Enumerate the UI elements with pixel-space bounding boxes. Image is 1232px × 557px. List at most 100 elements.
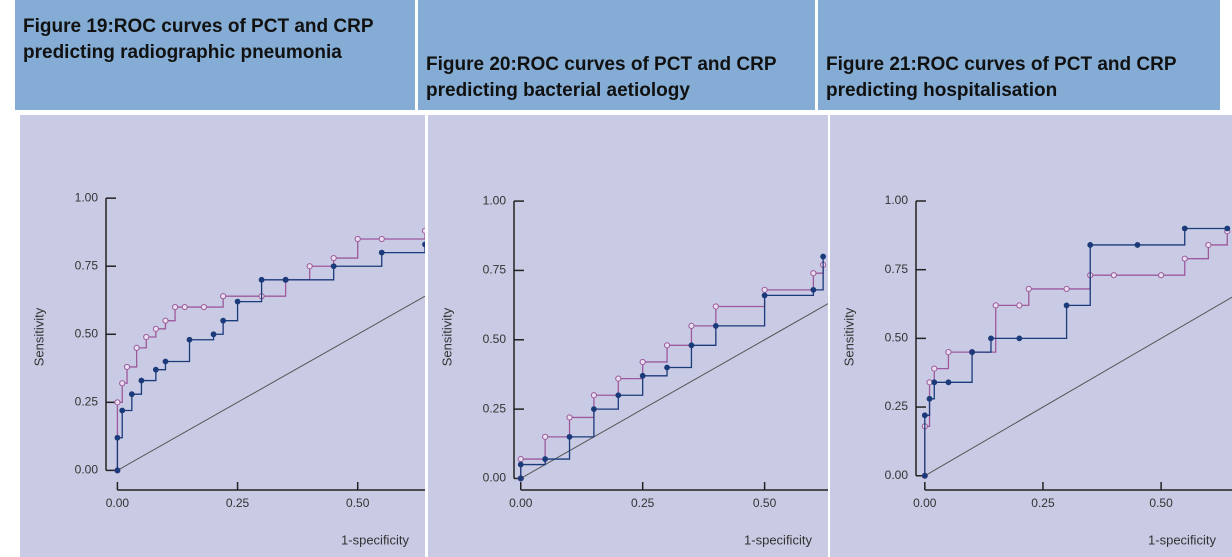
roc-point <box>114 434 121 441</box>
x-tick-label: 0.50 <box>346 496 370 510</box>
x-tick-label: 0.25 <box>226 496 250 510</box>
roc-point <box>926 395 933 402</box>
roc-point <box>128 391 135 398</box>
roc-point <box>421 227 425 234</box>
roc-point <box>688 322 695 330</box>
y-tick-label: 0.50 <box>75 326 99 340</box>
roc-point <box>992 302 999 309</box>
y-axis-label: Sensitivity <box>841 307 856 366</box>
reference-line <box>924 296 1232 477</box>
roc-point <box>1016 335 1023 342</box>
y-tick-label: 0.50 <box>885 331 909 345</box>
x-tick-label: 0.25 <box>1031 496 1055 510</box>
roc-point <box>1063 285 1070 293</box>
roc-point <box>133 344 140 351</box>
plot <box>114 227 425 474</box>
roc-point <box>171 303 179 311</box>
roc-point <box>712 303 719 310</box>
roc-point <box>138 377 145 384</box>
roc-point <box>639 358 646 366</box>
roc-point <box>1110 272 1117 279</box>
roc-point <box>181 303 188 311</box>
header-cell: Figure 20:ROC curves of PCT and CRP pred… <box>418 0 815 110</box>
roc-point <box>186 336 193 343</box>
roc-point <box>422 241 425 248</box>
roc-point <box>1016 302 1023 309</box>
y-tick-label: 1.00 <box>483 193 507 207</box>
roc-point <box>330 254 337 262</box>
roc-point <box>988 335 994 342</box>
y-tick-label: 0.75 <box>483 263 507 277</box>
plot <box>921 225 1232 479</box>
roc-point <box>945 349 952 356</box>
roc-point <box>542 433 549 440</box>
roc-point <box>663 342 671 349</box>
roc-point <box>1025 285 1032 293</box>
roc-point <box>123 363 131 371</box>
figure-title: Figure 21:ROC curves of PCT and CRP pred… <box>826 54 1177 101</box>
header-cell: Figure 21:ROC curves of PCT and CRP pred… <box>818 0 1220 110</box>
roc-point <box>591 406 597 413</box>
x-axis-label: 1-specificity <box>744 532 812 547</box>
roc-point <box>566 433 573 440</box>
x-tick-label: 0.00 <box>509 496 533 510</box>
roc-point <box>210 331 217 338</box>
roc-point <box>639 372 646 379</box>
x-tick-label: 0.25 <box>631 496 655 510</box>
roc-point <box>162 358 169 365</box>
y-tick-label: 0.00 <box>885 468 909 482</box>
roc-point <box>1205 241 1212 249</box>
roc-point <box>542 456 549 462</box>
roc-point <box>566 414 573 421</box>
roc-point <box>234 298 241 305</box>
roc-point <box>945 379 952 386</box>
roc-point <box>1224 225 1231 232</box>
roc-point <box>921 412 928 419</box>
y-axis-label: Sensitivity <box>31 307 46 366</box>
y-tick-label: 1.00 <box>885 193 909 207</box>
roc-point <box>282 276 289 283</box>
roc-point <box>152 366 159 373</box>
roc-point <box>590 392 598 399</box>
y-tick-label: 0.25 <box>885 399 909 413</box>
roc-point <box>931 379 938 386</box>
roc-point <box>143 333 150 341</box>
roc-point <box>921 472 928 479</box>
roc-point <box>517 455 524 463</box>
y-axis-label: Sensitivity <box>439 307 454 366</box>
roc-point <box>712 323 719 329</box>
y-tick-label: 0.25 <box>75 395 99 409</box>
reference-line <box>117 295 425 471</box>
roc-point <box>664 364 670 371</box>
roc-point <box>1181 255 1188 262</box>
reference-line <box>520 303 828 479</box>
roc-point <box>761 292 768 299</box>
x-axis-label: 1-specificity <box>341 532 409 547</box>
roc-point <box>615 375 622 382</box>
x-tick-label: 0.00 <box>913 496 937 510</box>
roc-point <box>931 365 938 372</box>
roc-point <box>1158 272 1165 279</box>
roc-point <box>119 407 126 414</box>
roc-point <box>1134 242 1141 248</box>
y-tick-label: 1.00 <box>75 190 99 204</box>
y-tick-label: 0.75 <box>885 262 909 276</box>
roc-point <box>517 475 524 482</box>
roc-point <box>1181 225 1188 232</box>
roc-point <box>969 349 975 356</box>
figure-title: Figure 20:ROC curves of PCT and CRP pred… <box>426 54 777 101</box>
roc-point <box>378 249 385 256</box>
roc-point <box>810 270 817 277</box>
roc-point <box>810 286 817 293</box>
roc-point <box>114 399 121 406</box>
y-tick-label: 0.25 <box>483 401 507 415</box>
roc-point <box>114 467 121 474</box>
y-tick-label: 0.50 <box>483 332 507 346</box>
roc-point <box>220 293 227 300</box>
roc-line <box>520 264 824 479</box>
roc-point <box>615 392 622 399</box>
roc-point <box>1063 302 1070 309</box>
header-cell: Figure 19:ROC curves of PCT and CRP pred… <box>15 0 415 110</box>
chart: 0.00 0.25 0.50 0.75 1.00 0.00 0.25 0.50 Sensitiv… <box>20 115 425 557</box>
